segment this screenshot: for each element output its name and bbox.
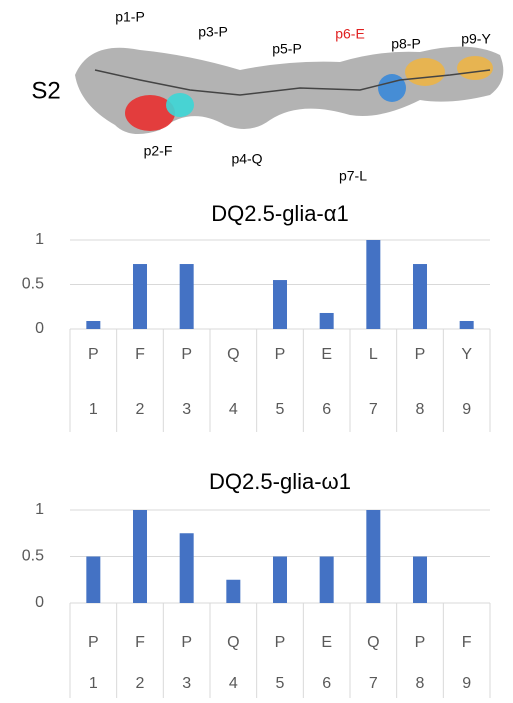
bar	[226, 580, 240, 603]
x-tick-label: P	[88, 634, 99, 651]
x-tick-number: 6	[322, 401, 331, 418]
bar	[86, 321, 100, 329]
x-tick-number: 3	[182, 675, 191, 692]
x-tick-number: 4	[229, 401, 238, 418]
x-tick-label: P	[181, 346, 192, 363]
bar	[180, 264, 194, 329]
x-tick-label: P	[275, 346, 286, 363]
chart-title: DQ2.5-glia-α1	[211, 201, 348, 226]
bar	[413, 264, 427, 329]
x-tick-label: E	[321, 346, 332, 363]
bar	[273, 557, 287, 604]
y-tick-label: 0.5	[22, 548, 44, 565]
x-tick-number: 2	[136, 401, 145, 418]
x-tick-label: P	[88, 346, 99, 363]
x-tick-label: Q	[227, 346, 239, 363]
residue-label: p6-E	[335, 26, 365, 42]
x-tick-label: P	[415, 634, 426, 651]
x-tick-label: Q	[367, 634, 379, 651]
x-tick-number: 1	[89, 675, 98, 692]
panel-label: S2	[31, 77, 60, 104]
x-tick-label: Y	[461, 346, 472, 363]
bar	[273, 280, 287, 329]
x-tick-number: 7	[369, 401, 378, 418]
bar	[413, 557, 427, 604]
residue-label: p2-F	[144, 143, 173, 159]
x-tick-label: F	[462, 634, 472, 651]
bar	[133, 264, 147, 329]
x-tick-label: L	[369, 346, 378, 363]
residue-label: p3-P	[198, 24, 228, 40]
bar	[320, 313, 334, 329]
bar	[133, 510, 147, 603]
residue-label: p9-Y	[461, 31, 491, 47]
y-tick-label: 1	[35, 231, 44, 248]
y-tick-label: 1	[35, 501, 44, 518]
x-tick-number: 3	[182, 401, 191, 418]
residue-label: p1-P	[115, 9, 145, 25]
x-tick-label: P	[415, 346, 426, 363]
residue-label: p4-Q	[231, 151, 262, 167]
y-tick-label: 0.5	[22, 276, 44, 293]
residue-label: p8-P	[391, 36, 421, 52]
x-tick-number: 9	[462, 401, 471, 418]
chart-title: DQ2.5-glia-ω1	[209, 469, 351, 494]
bar	[460, 321, 474, 329]
x-tick-number: 8	[416, 675, 425, 692]
x-tick-number: 2	[136, 675, 145, 692]
figure: p1-P p2-F p3-P p4-Q p5-P p6-E p7-L p8-P …	[0, 0, 513, 698]
x-tick-number: 6	[322, 675, 331, 692]
bar	[86, 557, 100, 604]
y-tick-label: 0	[35, 320, 44, 337]
x-tick-number: 4	[229, 675, 238, 692]
x-tick-label: F	[135, 634, 145, 651]
x-tick-label: P	[181, 634, 192, 651]
x-tick-number: 7	[369, 675, 378, 692]
x-tick-number: 9	[462, 675, 471, 692]
bar	[366, 510, 380, 603]
x-tick-number: 5	[276, 401, 285, 418]
bar	[366, 240, 380, 329]
bar	[180, 533, 194, 603]
x-tick-number: 1	[89, 401, 98, 418]
x-tick-label: P	[275, 634, 286, 651]
y-tick-label: 0	[35, 594, 44, 611]
molecule-image: p1-P p2-F p3-P p4-Q p5-P p6-E p7-L p8-P …	[31, 9, 503, 184]
x-tick-number: 5	[276, 675, 285, 692]
x-tick-label: F	[135, 346, 145, 363]
x-tick-number: 8	[416, 401, 425, 418]
bar	[320, 557, 334, 604]
residue-label: p7-L	[339, 168, 367, 184]
residue-label: p5-P	[272, 41, 302, 57]
x-tick-label: Q	[227, 634, 239, 651]
x-tick-label: E	[321, 634, 332, 651]
